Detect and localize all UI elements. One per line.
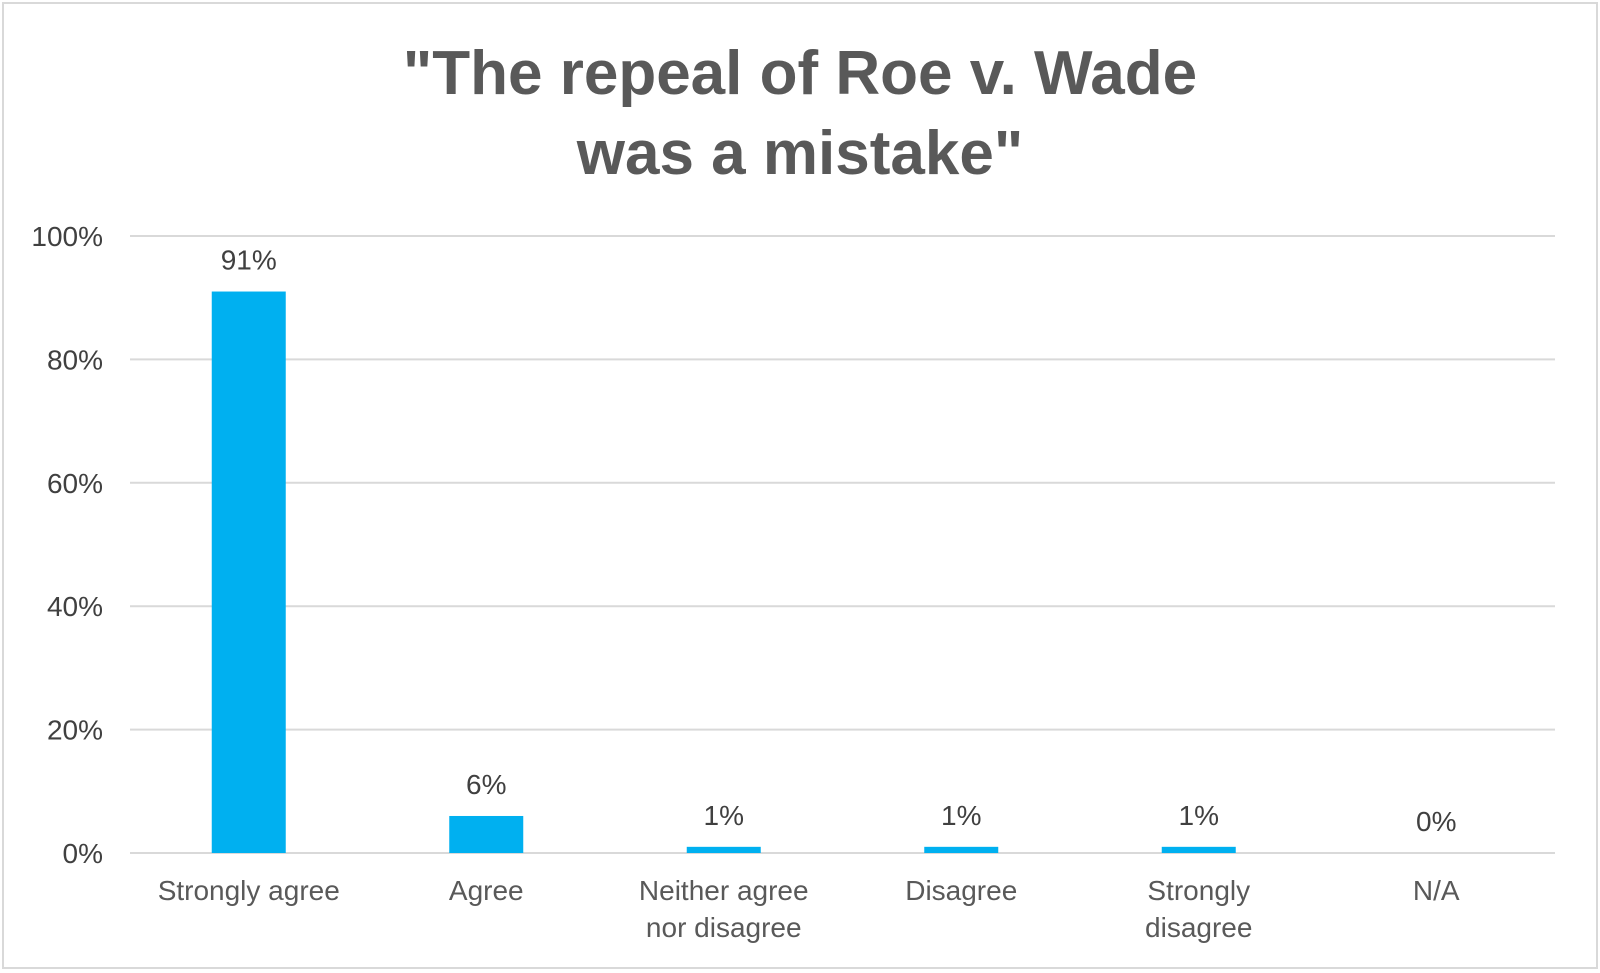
x-tick-label: Disagree <box>905 875 1017 906</box>
x-tick-label: nor disagree <box>646 912 802 943</box>
x-tick-label: Agree <box>449 875 524 906</box>
y-tick-label: 40% <box>47 591 103 622</box>
y-tick-label: 100% <box>31 221 103 252</box>
y-tick-label: 0% <box>63 838 103 869</box>
chart-title: "The repeal of Roe v. Wade was a mistake… <box>0 34 1600 194</box>
y-tick-label: 60% <box>47 468 103 499</box>
y-tick-label: 20% <box>47 715 103 746</box>
bar <box>686 846 761 853</box>
y-tick-label: 80% <box>47 344 103 375</box>
data-label: 1% <box>704 800 744 831</box>
x-tick-label: Neither agree <box>639 875 809 906</box>
bar <box>1161 846 1236 853</box>
x-tick-label: N/A <box>1413 875 1460 906</box>
x-tick-label: disagree <box>1145 912 1252 943</box>
bar <box>449 815 524 853</box>
bar <box>211 291 286 853</box>
data-label: 1% <box>941 800 981 831</box>
data-label: 1% <box>1179 800 1219 831</box>
x-tick-label: Strongly <box>1147 875 1250 906</box>
chart-title-line-1: "The repeal of Roe v. Wade <box>402 39 1198 108</box>
data-label: 0% <box>1416 806 1456 837</box>
x-tick-label: Strongly agree <box>158 875 340 906</box>
data-label: 6% <box>466 769 506 800</box>
data-label: 91% <box>221 245 277 276</box>
chart-title-line-2: was a mistake" <box>576 119 1024 188</box>
bar <box>924 846 999 853</box>
